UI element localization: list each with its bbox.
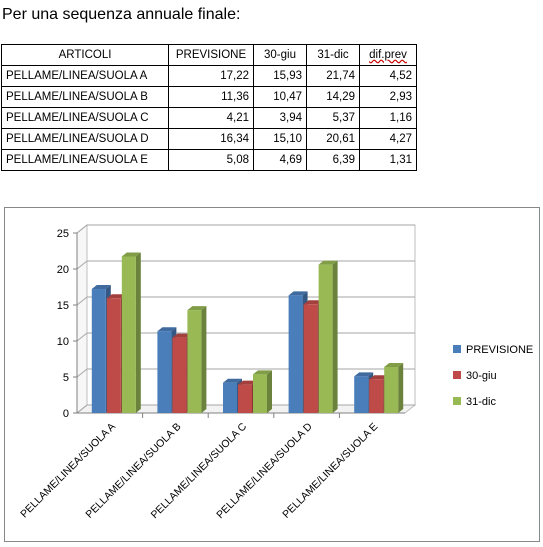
- bar-side: [201, 306, 207, 413]
- cell-30-giu: 15,10: [253, 128, 307, 150]
- cell-previsione: 4,21: [168, 107, 254, 129]
- chart-frame: 0 5 10 15 20 25 PELLAME/LINEA/SUOLA A PELLAME/L…: [4, 207, 540, 542]
- table-row: PELLAME/LINEA/SUOLA A 17,22 15,93 21,74 …: [1, 65, 417, 87]
- bar: [121, 256, 136, 413]
- table-row: PELLAME/LINEA/SUOLA C 4,21 3,94 5,37 1,1…: [1, 107, 417, 129]
- header-dif-prev-label: dif.prev: [369, 49, 407, 61]
- table-header-row: ARTICOLI PREVISIONE 30-giu 31-dic dif.pr…: [1, 44, 417, 66]
- cell-31-dic: 14,29: [306, 86, 360, 108]
- header-dif-prev: dif.prev: [359, 44, 417, 66]
- legend-swatch: [453, 371, 461, 379]
- gridline-depth: [76, 224, 88, 234]
- bar-top: [106, 294, 126, 299]
- cell-31-dic: 20,61: [306, 128, 360, 150]
- cell-30-giu: 15,93: [253, 65, 307, 87]
- cell-articolo: PELLAME/LINEA/SUOLA A: [1, 65, 169, 87]
- bar-top: [187, 306, 207, 311]
- bar: [223, 382, 237, 413]
- cell-dif-prev: 4,27: [359, 128, 417, 150]
- bar-side: [135, 252, 141, 413]
- bar: [187, 310, 202, 413]
- header-30-giu: 30-giu: [253, 44, 307, 66]
- gridline-depth: [76, 296, 88, 306]
- gridline-depth: [76, 332, 88, 342]
- chart-side-wall: [76, 223, 88, 415]
- cell-previsione: 16,34: [168, 128, 254, 150]
- table-row: PELLAME/LINEA/SUOLA D 16,34 15,10 20,61 …: [1, 128, 417, 150]
- bar-top: [384, 362, 404, 367]
- cell-articolo: PELLAME/LINEA/SUOLA D: [1, 128, 169, 150]
- bar-side: [398, 362, 404, 413]
- bar: [354, 376, 369, 413]
- cell-31-dic: 21,74: [306, 65, 360, 87]
- cell-30-giu: 10,47: [253, 86, 307, 108]
- cell-articolo: PELLAME/LINEA/SUOLA E: [1, 149, 169, 171]
- bar: [172, 337, 187, 413]
- legend-label: 30-giu: [466, 370, 497, 382]
- cell-dif-prev: 1,31: [359, 149, 417, 171]
- bar: [303, 304, 318, 413]
- bar-top: [318, 260, 338, 265]
- bar-top: [223, 378, 242, 383]
- bar: [91, 289, 106, 413]
- bar-top: [157, 327, 177, 332]
- bar: [106, 298, 121, 413]
- cell-previsione: 5,08: [168, 149, 254, 171]
- table-row: PELLAME/LINEA/SUOLA B 11,36 10,47 14,29 …: [1, 86, 417, 108]
- gridline-depth: [76, 404, 88, 414]
- cell-30-giu: 3,94: [253, 107, 307, 129]
- y-tick-label: 5: [63, 372, 69, 384]
- cell-previsione: 17,22: [168, 65, 254, 87]
- bar-top: [303, 300, 323, 305]
- bar: [384, 366, 399, 413]
- cell-30-giu: 4,69: [253, 149, 307, 171]
- legend-label: PREVISIONE: [466, 344, 533, 356]
- y-tick-label: 20: [57, 264, 69, 276]
- y-tick-label: 10: [57, 336, 69, 348]
- bar-side: [267, 370, 272, 413]
- legend-label: 31-dic: [466, 396, 496, 408]
- header-previsione: PREVISIONE: [168, 44, 254, 66]
- gridline-depth: [76, 260, 88, 270]
- bar-top: [121, 252, 141, 257]
- bar-side: [332, 260, 338, 413]
- header-31-dic: 31-dic: [306, 44, 360, 66]
- bar-top: [172, 333, 192, 338]
- bar: [369, 379, 384, 413]
- legend-swatch: [453, 345, 461, 353]
- cell-dif-prev: 4,52: [359, 65, 417, 87]
- bar-top: [369, 375, 389, 380]
- y-tick-label: 0: [63, 408, 69, 420]
- gridline-depth: [76, 368, 88, 378]
- cell-31-dic: 6,39: [306, 149, 360, 171]
- legend-swatch: [453, 397, 461, 405]
- cell-31-dic: 5,37: [306, 107, 360, 129]
- bar: [238, 384, 252, 413]
- bar-top: [354, 372, 374, 377]
- bar-top: [238, 380, 257, 385]
- cell-articolo: PELLAME/LINEA/SUOLA C: [1, 107, 169, 129]
- bar: [157, 331, 172, 413]
- cell-dif-prev: 1,16: [359, 107, 417, 129]
- cell-previsione: 11,36: [168, 86, 254, 108]
- table-row: PELLAME/LINEA/SUOLA E 5,08 4,69 6,39 1,3…: [1, 149, 417, 171]
- bar-top: [91, 285, 111, 290]
- bar-top: [288, 291, 308, 296]
- cell-articolo: PELLAME/LINEA/SUOLA B: [1, 86, 169, 108]
- bar: [288, 295, 303, 413]
- y-tick-label: 15: [57, 300, 69, 312]
- bar: [253, 374, 267, 413]
- page-heading: Per una sequenza annuale finale:: [2, 6, 241, 23]
- y-tick-label: 25: [57, 228, 69, 240]
- bar-top: [253, 370, 272, 375]
- data-table: ARTICOLI PREVISIONE 30-giu 31-dic dif.pr…: [1, 44, 417, 171]
- cell-dif-prev: 2,93: [359, 86, 417, 108]
- bar: [318, 264, 333, 413]
- header-articoli: ARTICOLI: [1, 44, 169, 66]
